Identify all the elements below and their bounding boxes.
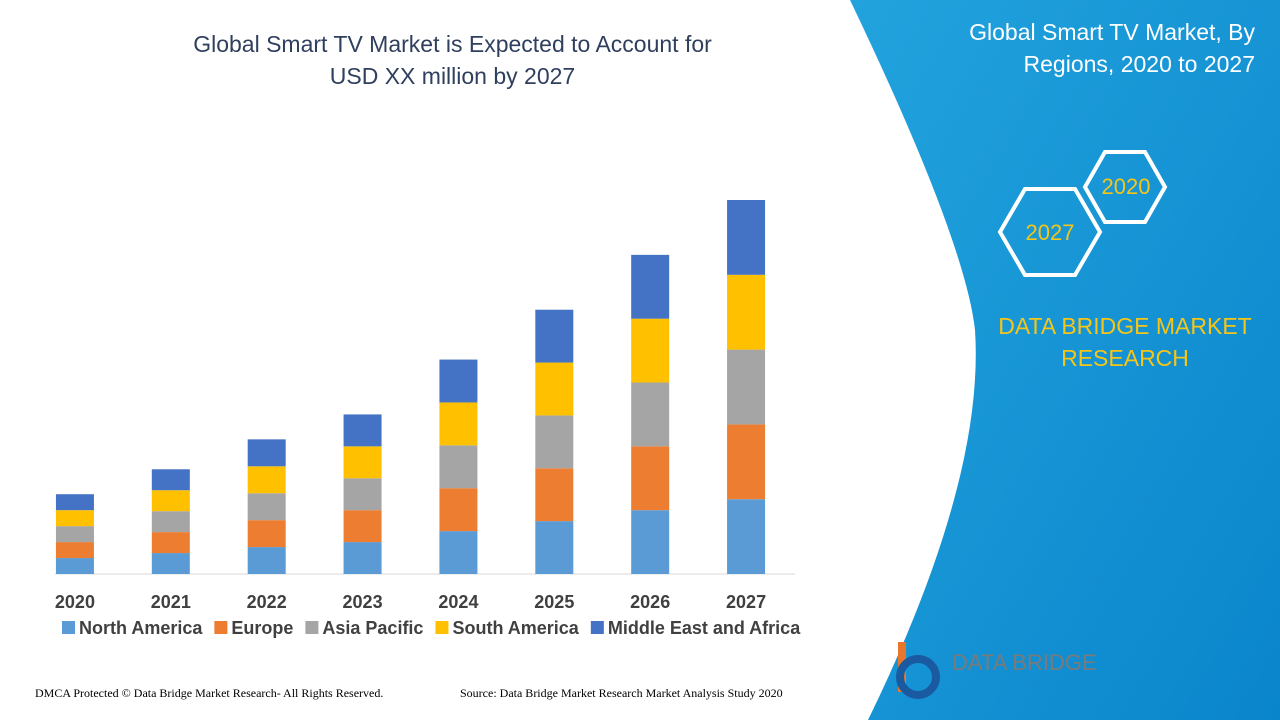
legend-swatch bbox=[590, 621, 604, 634]
legend-label: Middle East and Africa bbox=[608, 618, 801, 638]
panel-title: Global Smart TV Market, By Regions, 2020… bbox=[969, 19, 1255, 77]
bar-segment bbox=[727, 349, 766, 425]
bar-segment bbox=[247, 520, 286, 548]
bar-segment bbox=[631, 382, 670, 447]
bar-segment bbox=[55, 494, 94, 511]
logo-ring bbox=[896, 655, 940, 699]
bar-segment bbox=[55, 558, 94, 574]
logo: DATA BRIDGE bbox=[896, 642, 1097, 699]
bar-segment bbox=[439, 402, 478, 446]
side-panel bbox=[850, 0, 1280, 720]
bar-segment bbox=[631, 510, 670, 574]
bar-segment bbox=[535, 468, 574, 522]
x-tick-label: 2025 bbox=[534, 592, 574, 612]
bar-segment bbox=[247, 439, 286, 467]
bar-segment bbox=[247, 547, 286, 574]
x-tick-label: 2021 bbox=[151, 592, 191, 612]
hexagon bbox=[1082, 150, 1168, 224]
bar-segment bbox=[727, 424, 766, 500]
legend-swatch bbox=[62, 621, 75, 634]
hexagon bbox=[997, 187, 1103, 277]
bar-segment bbox=[343, 542, 382, 574]
bar-segment bbox=[343, 446, 382, 479]
bar-segment bbox=[151, 553, 190, 574]
footer-right: Source: Data Bridge Market Research Mark… bbox=[460, 686, 783, 700]
bar-segment bbox=[535, 415, 574, 469]
brand: DATA BRIDGE MARKET RESEARCH bbox=[998, 313, 1252, 371]
hex-label: 2020 bbox=[1102, 174, 1151, 199]
logo-text: DATA BRIDGE bbox=[952, 650, 1097, 675]
bar-segment bbox=[439, 488, 478, 532]
x-tick-label: 2027 bbox=[726, 592, 766, 612]
bar-segment bbox=[247, 466, 286, 494]
x-tick-label: 2024 bbox=[438, 592, 478, 612]
legend-swatch bbox=[214, 621, 228, 634]
bar-segment bbox=[55, 510, 94, 527]
bar-segment bbox=[55, 542, 94, 559]
legend-swatch bbox=[305, 621, 319, 634]
bar-segment bbox=[727, 499, 766, 574]
legend-label: South America bbox=[452, 618, 579, 638]
legend-label: North America bbox=[79, 618, 203, 638]
bar-segment bbox=[151, 469, 190, 491]
bar-segment bbox=[343, 510, 382, 543]
bar-segment bbox=[247, 493, 286, 521]
bar-segment bbox=[439, 359, 478, 403]
legend-label: Asia Pacific bbox=[322, 618, 423, 638]
bar-segment bbox=[631, 446, 670, 511]
bar-segment bbox=[151, 490, 190, 512]
bar-segment bbox=[631, 254, 670, 319]
bar-segment bbox=[535, 362, 574, 416]
legend-swatch bbox=[435, 621, 449, 634]
bar-segment bbox=[631, 318, 670, 383]
footer-left: DMCA Protected © Data Bridge Market Rese… bbox=[35, 686, 384, 700]
bar-segment bbox=[55, 526, 94, 543]
bar-segment bbox=[151, 511, 190, 533]
chart-title: Global Smart TV Market is Expected to Ac… bbox=[193, 31, 712, 89]
bar-segment bbox=[439, 445, 478, 489]
bar-segment bbox=[535, 309, 574, 363]
hex-label: 2027 bbox=[1026, 220, 1075, 245]
x-tick-label: 2022 bbox=[247, 592, 287, 612]
bar-segment bbox=[727, 200, 766, 275]
x-tick-label: 2020 bbox=[55, 592, 95, 612]
bar-segment bbox=[151, 532, 190, 554]
bar-segment bbox=[343, 414, 382, 447]
bar-segment bbox=[343, 478, 382, 511]
bar-segment bbox=[439, 531, 478, 574]
x-tick-label: 2023 bbox=[343, 592, 383, 612]
bar-segment bbox=[727, 274, 766, 350]
x-tick-label: 2026 bbox=[630, 592, 670, 612]
legend-label: Europe bbox=[231, 618, 293, 638]
bar-segment bbox=[535, 521, 574, 574]
